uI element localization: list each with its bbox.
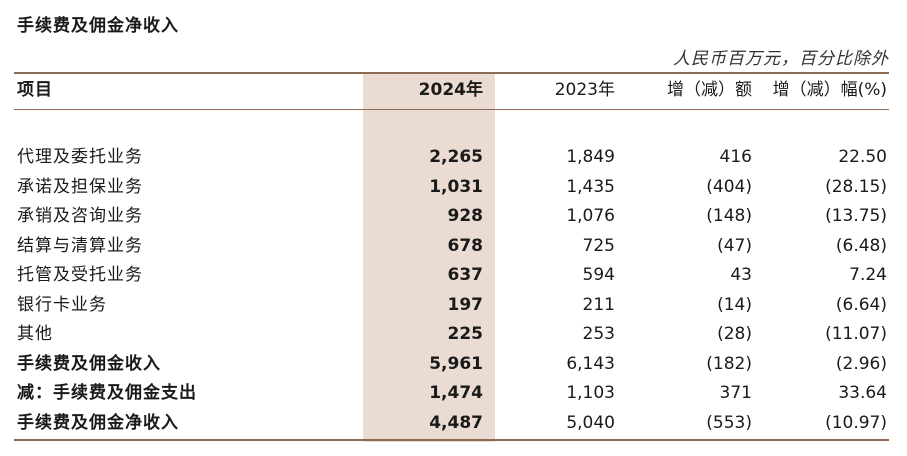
table-top-rule — [14, 72, 889, 74]
row-2023: 5,040 — [566, 413, 615, 433]
row-change: (404) — [706, 177, 752, 197]
table-row-subtotal: 手续费及佣金收入 5,961 6,143 (182) (2.96) — [0, 350, 907, 379]
row-change-pct: (2.96) — [835, 354, 887, 374]
row-change: (14) — [717, 295, 752, 315]
table-row-total: 手续费及佣金净收入 4,487 5,040 (553) (10.97) — [0, 409, 907, 438]
table-row: 结算与清算业务 678 725 (47) (6.48) — [0, 232, 907, 261]
table-header-rule — [14, 109, 889, 110]
row-2024: 2,265 — [429, 147, 483, 167]
table-title: 手续费及佣金净收入 — [17, 16, 179, 36]
row-change-pct: 22.50 — [838, 147, 887, 167]
row-label: 银行卡业务 — [17, 295, 107, 315]
row-2023: 1,435 — [566, 177, 615, 197]
row-2023: 253 — [582, 324, 615, 344]
row-label: 手续费及佣金收入 — [17, 354, 161, 374]
row-label: 减：手续费及佣金支出 — [17, 383, 197, 403]
table-row: 托管及受托业务 637 594 43 7.24 — [0, 261, 907, 290]
header-change: 增（减）额 — [667, 80, 752, 100]
row-2023: 594 — [582, 265, 615, 285]
row-change: (553) — [706, 413, 752, 433]
table-row: 承销及咨询业务 928 1,076 (148) (13.75) — [0, 202, 907, 231]
row-change-pct: 33.64 — [838, 383, 887, 403]
row-change: (148) — [706, 206, 752, 226]
row-change: 43 — [730, 265, 752, 285]
row-change-pct: (6.64) — [835, 295, 887, 315]
row-2023: 1,103 — [566, 383, 615, 403]
row-change-pct: (11.07) — [825, 324, 887, 344]
row-2024: 197 — [447, 295, 484, 315]
table-row: 银行卡业务 197 211 (14) (6.64) — [0, 291, 907, 320]
table-header-row: 项目 2024年 2023年 增（减）额 增（减）幅(%) — [0, 76, 907, 105]
row-label: 结算与清算业务 — [17, 236, 143, 256]
table-row-expense: 减：手续费及佣金支出 1,474 1,103 371 33.64 — [0, 379, 907, 408]
row-label: 其他 — [17, 324, 53, 344]
unit-note: 人民币百万元，百分比除外 — [673, 49, 889, 69]
row-label: 代理及委托业务 — [17, 147, 143, 167]
header-2023: 2023年 — [554, 80, 615, 100]
table-row: 承诺及担保业务 1,031 1,435 (404) (28.15) — [0, 173, 907, 202]
row-label: 手续费及佣金净收入 — [17, 413, 179, 433]
row-2024: 678 — [447, 236, 484, 256]
row-label: 托管及受托业务 — [17, 265, 143, 285]
row-change: (47) — [717, 236, 752, 256]
row-change: (28) — [717, 324, 752, 344]
row-2024: 225 — [447, 324, 484, 344]
row-change-pct: 7.24 — [849, 265, 887, 285]
row-2024: 928 — [447, 206, 484, 226]
row-change: 416 — [719, 147, 752, 167]
row-label: 承销及咨询业务 — [17, 206, 143, 226]
row-2024: 5,961 — [429, 354, 483, 374]
row-change-pct: (6.48) — [835, 236, 887, 256]
row-2024: 1,031 — [429, 177, 483, 197]
row-label: 承诺及担保业务 — [17, 177, 143, 197]
row-2024: 4,487 — [429, 413, 483, 433]
row-2024: 1,474 — [429, 383, 483, 403]
column-2024-highlight — [363, 72, 495, 442]
row-2023: 6,143 — [566, 354, 615, 374]
row-2023: 1,076 — [566, 206, 615, 226]
row-2023: 725 — [582, 236, 615, 256]
header-change-pct: 增（减）幅(%) — [772, 80, 887, 100]
row-change-pct: (13.75) — [825, 206, 887, 226]
row-change-pct: (28.15) — [825, 177, 887, 197]
row-change-pct: (10.97) — [825, 413, 887, 433]
row-change: (182) — [706, 354, 752, 374]
table-bottom-rule — [14, 439, 889, 441]
row-2023: 1,849 — [566, 147, 615, 167]
table-row: 代理及委托业务 2,265 1,849 416 22.50 — [0, 143, 907, 172]
row-change: 371 — [719, 383, 752, 403]
header-2024: 2024年 — [418, 80, 483, 100]
row-2023: 211 — [582, 295, 615, 315]
row-2024: 637 — [447, 265, 484, 285]
header-item: 项目 — [17, 80, 53, 100]
table-row: 其他 225 253 (28) (11.07) — [0, 320, 907, 349]
